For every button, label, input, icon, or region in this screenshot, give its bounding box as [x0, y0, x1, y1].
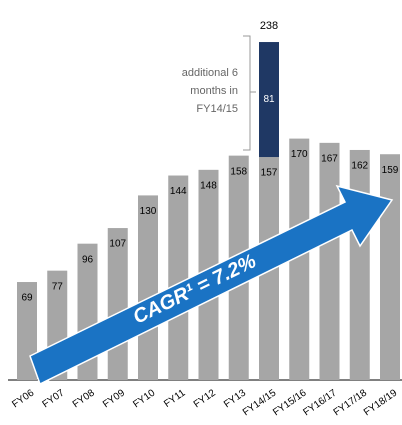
- bar: [349, 149, 370, 380]
- value-label: 159: [382, 165, 399, 176]
- bar: [380, 154, 400, 380]
- annotation-box: additional 6 months in FY14/15: [181, 67, 238, 115]
- bar: [319, 142, 340, 380]
- value-label: 157: [261, 168, 278, 179]
- value-label: 148: [200, 180, 217, 191]
- total-label: 238: [260, 20, 278, 32]
- bar: [289, 138, 310, 380]
- x-tick-label: FY08: [71, 387, 97, 410]
- value-label: 81: [263, 94, 275, 105]
- x-tick-label: FY10: [131, 387, 157, 410]
- value-label: 96: [82, 254, 94, 265]
- value-label: 144: [170, 186, 187, 197]
- bar: [168, 175, 189, 380]
- x-tick-label: FY09: [101, 387, 127, 410]
- value-label: 130: [140, 206, 157, 217]
- bar: [138, 195, 158, 380]
- value-label: 167: [321, 154, 338, 165]
- x-tick-label: FY07: [41, 387, 67, 410]
- x-tick-label: FY12: [192, 387, 218, 410]
- value-label: 158: [230, 166, 247, 177]
- x-tick-label: FY16/17: [301, 387, 339, 418]
- value-label: 107: [109, 239, 126, 250]
- value-label: 162: [351, 161, 368, 172]
- x-tick-label: FY15/16: [271, 387, 309, 418]
- x-tick-label: FY11: [162, 387, 188, 410]
- value-label: 77: [52, 281, 64, 292]
- x-tick-label: FY14/15: [241, 387, 279, 418]
- bar: [259, 42, 279, 158]
- x-tick-label: FY18/19: [362, 387, 400, 418]
- bar: [107, 228, 128, 380]
- bracket: [243, 35, 256, 151]
- value-label: 69: [21, 293, 33, 304]
- x-tick-label: FY06: [10, 387, 36, 410]
- arrow-shape: [29, 184, 394, 386]
- annotation: additional 6 months in FY14/15: [181, 67, 238, 115]
- x-tick-label: FY17/18: [332, 387, 370, 418]
- value-label: 170: [291, 149, 308, 160]
